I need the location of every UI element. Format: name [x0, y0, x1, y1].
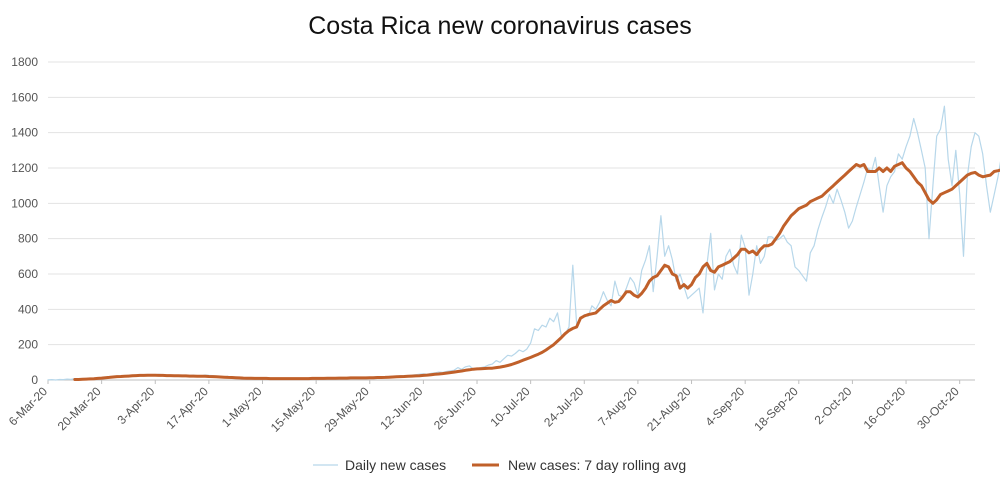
rolling-avg-line [73, 161, 1000, 381]
y-axis: 0 200 400 600 800 1000 1200 1400 1600 1800 [11, 55, 38, 387]
x-tick-label: 29-May-20 [321, 384, 372, 435]
y-tick-label: 1600 [11, 90, 38, 104]
legend-label: Daily new cases [345, 457, 446, 473]
x-tick-label: 26-Jun-20 [431, 384, 479, 432]
daily-cases-line [47, 105, 1000, 381]
y-tick-label: 0 [31, 373, 38, 387]
x-tick-label: 15-May-20 [268, 384, 319, 435]
y-tick-label: 200 [18, 338, 38, 352]
x-tick-label: 21-Aug-20 [644, 384, 694, 434]
y-tick-label: 1000 [11, 196, 38, 210]
x-tick-label: 4-Sep-20 [702, 384, 747, 429]
x-tick-label: 10-Jul-20 [487, 384, 533, 430]
x-tick-label: 16-Oct-20 [861, 384, 909, 432]
x-tick-label: 6-Mar-20 [6, 384, 51, 429]
x-tick-label: 17-Apr-20 [163, 384, 211, 432]
y-tick-label: 600 [18, 267, 38, 281]
x-tick-label: 3-Apr-20 [114, 384, 157, 427]
series-lines [47, 105, 1000, 381]
y-tick-label: 400 [18, 302, 38, 316]
gridlines [48, 61, 975, 381]
x-tick-label: 12-Jun-20 [377, 384, 425, 432]
x-tick-label: 20-Mar-20 [55, 384, 104, 433]
chart-title: Costa Rica new coronavirus cases [308, 12, 692, 40]
x-tick-label: 7-Aug-20 [595, 384, 640, 429]
legend: Daily new cases New cases: 7 day rolling … [313, 457, 686, 473]
y-tick-label: 800 [18, 232, 38, 246]
x-tick-label: 1-May-20 [219, 384, 265, 430]
x-tick-label: 30-Oct-20 [914, 384, 962, 432]
x-tick-label: 24-Jul-20 [541, 384, 587, 430]
y-tick-label: 1400 [11, 126, 38, 140]
x-tick-label: 2-Oct-20 [812, 384, 855, 427]
y-tick-label: 1200 [11, 161, 38, 175]
y-tick-label: 1800 [11, 55, 38, 69]
x-axis: 6-Mar-20 20-Mar-20 3-Apr-20 17-Apr-20 1-May-… [6, 380, 962, 435]
x-tick-label: 18-Sep-20 [751, 384, 801, 434]
legend-label: New cases: 7 day rolling avg [508, 457, 686, 473]
